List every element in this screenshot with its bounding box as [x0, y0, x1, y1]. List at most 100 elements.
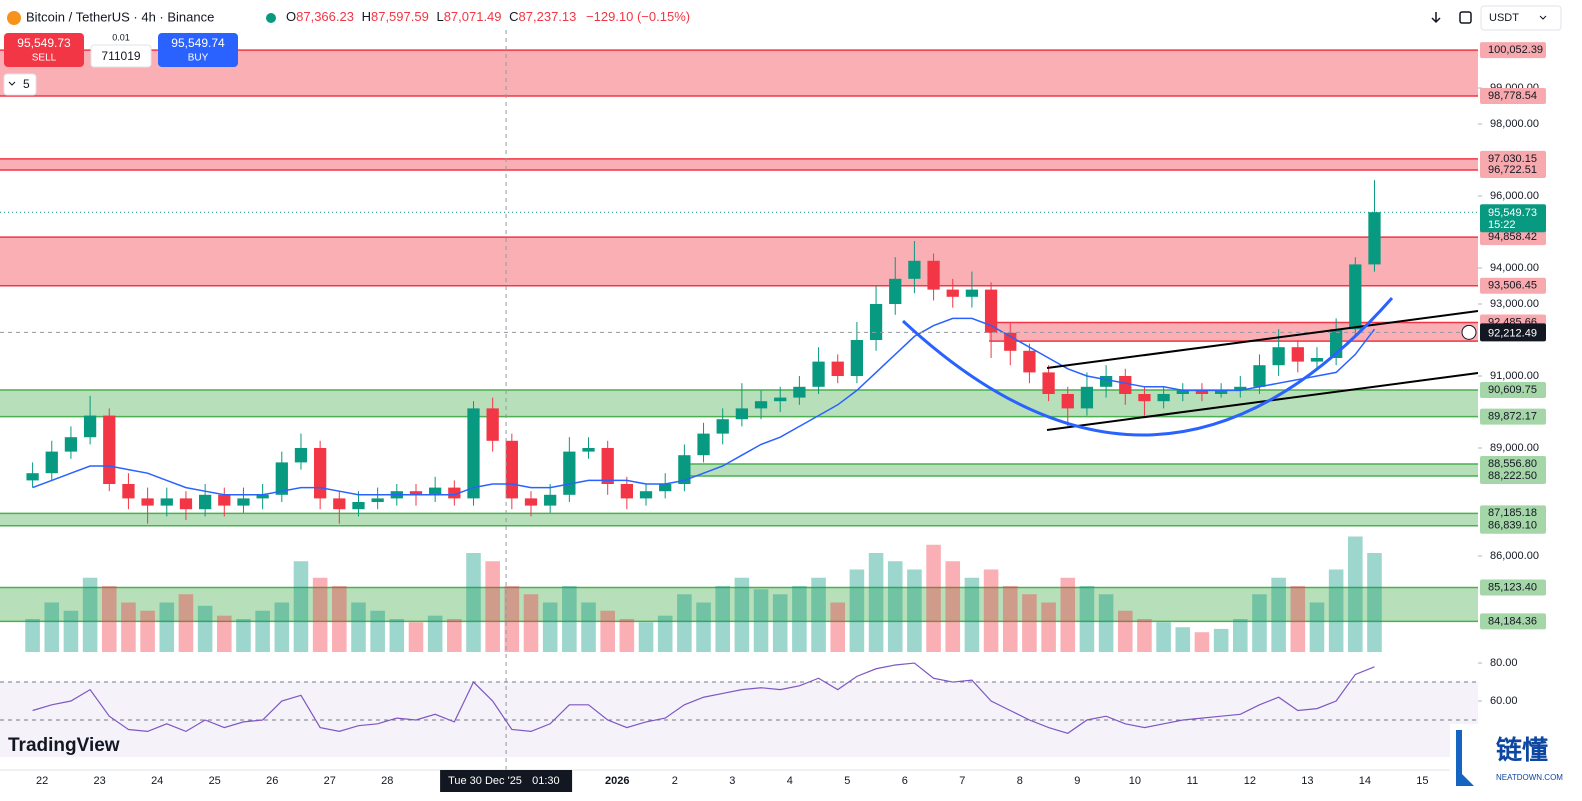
volume-bar: [466, 553, 481, 652]
market-status: [266, 13, 276, 23]
ohlc-value: 87,597.59: [371, 9, 429, 24]
candle-body: [1119, 375, 1132, 394]
volume-bar: [907, 569, 922, 652]
volume-bar: [217, 615, 232, 652]
volume-bar: [82, 577, 98, 652]
candle-body: [1138, 393, 1151, 402]
qty-input[interactable]: [90, 44, 152, 68]
zone-label-box: [1480, 42, 1546, 59]
volume-bar: [485, 561, 500, 652]
ohlc-value: 87,366.23: [296, 9, 354, 24]
ohlc-key: L: [436, 9, 443, 24]
volume-bar: [983, 569, 999, 652]
candle-body: [1253, 365, 1266, 387]
y-tick-label: 91,000.00: [1490, 370, 1539, 382]
zone: [0, 587, 1478, 622]
y-tick-label: 93,000.00: [1490, 298, 1539, 310]
zone: [989, 322, 1478, 342]
download-icon[interactable]: [1431, 12, 1441, 24]
candle-body: [927, 260, 940, 290]
candle-body: [275, 462, 288, 495]
x-tick-label: 4: [787, 775, 793, 787]
candle-body: [26, 473, 39, 481]
candle-body: [1272, 347, 1285, 366]
volume-bar: [1194, 632, 1210, 652]
rsi-line: [32, 662, 1375, 734]
x-tick-label: 15: [1416, 775, 1428, 787]
trend-line: [1046, 372, 1479, 431]
candle-body: [103, 415, 116, 484]
candle-body: [984, 289, 998, 333]
x-tick-label: 11: [1187, 775, 1198, 787]
volume-bar: [1309, 602, 1325, 652]
candle-body: [812, 361, 825, 387]
volume-bar: [504, 586, 520, 652]
candle-body: [524, 498, 538, 506]
currency: USDT: [1489, 12, 1519, 24]
volume-bar: [255, 610, 270, 652]
candle-body: [716, 419, 729, 434]
indicator-count: 5: [23, 77, 30, 91]
volume-bar: [1290, 586, 1306, 652]
zone-label-box: [1480, 467, 1546, 484]
candle-body: [774, 397, 787, 402]
volume-bar: [772, 594, 788, 652]
volume-bar: [677, 594, 692, 652]
fullscreen-icon[interactable]: [1459, 11, 1472, 24]
change: −129.10 (−0.15%): [586, 9, 690, 24]
symbol: Bitcoin / TetherUS · 4h · Binance: [26, 9, 214, 24]
volume-bar: [370, 610, 385, 652]
volume-bar: [830, 602, 846, 652]
buy-button[interactable]: [158, 33, 238, 67]
candle-body: [314, 447, 327, 499]
candle-body: [237, 498, 250, 506]
rsi-tick-label: 60.00: [1490, 695, 1518, 707]
y-tick-label: 96,000.00: [1490, 190, 1539, 202]
sell-button[interactable]: [4, 33, 84, 67]
x-tick-label: 13: [1301, 775, 1313, 787]
volume-pane: [25, 536, 1382, 652]
volume-bar: [581, 602, 596, 652]
candle-body: [179, 498, 193, 510]
ohlc-value: 87,071.49: [444, 9, 502, 24]
candle-body: [371, 498, 384, 502]
volume-bar: [1367, 553, 1382, 652]
candle-body: [697, 433, 710, 456]
volume-bar: [1079, 586, 1095, 652]
volume-bar: [293, 561, 309, 652]
y-tick-label: 89,000.00: [1490, 442, 1539, 454]
zone-label-box: [1480, 455, 1546, 472]
zone-label: 89,872.17: [1488, 411, 1537, 423]
header: Bitcoin / TetherUS · 4h · Binance O87,36…: [3, 5, 1582, 794]
indicator-toggle[interactable]: [3, 73, 37, 96]
zone-label-box: [1480, 408, 1546, 425]
volume-bar: [696, 602, 711, 652]
volume-bar: [887, 561, 903, 652]
candle-body: [1157, 393, 1170, 402]
candle-body: [1004, 332, 1017, 351]
zone-label: 90,609.75: [1488, 384, 1537, 396]
trend-line: [1046, 310, 1479, 369]
zone-label: 85,123.40: [1488, 581, 1537, 593]
volume-bar: [312, 577, 328, 652]
candle-body: [1176, 390, 1189, 394]
volume-bar: [197, 605, 213, 652]
volume-bar: [408, 622, 424, 652]
x-tick-label: 6: [902, 775, 908, 787]
zone-label: 93,506.45: [1488, 280, 1537, 292]
candle-body: [409, 491, 423, 495]
x-tick-label: 24: [151, 775, 163, 787]
volume-bar: [945, 561, 961, 652]
volume-bar: [178, 594, 194, 652]
buy-price: 95,549.74: [171, 36, 225, 50]
zone-label: 100,052.39: [1488, 44, 1543, 56]
candle-body: [448, 487, 461, 499]
crosshair-time: 01:30: [532, 775, 560, 787]
buy-label: BUY: [188, 53, 209, 64]
volume-bar: [389, 619, 405, 652]
zone-label: 87,185.18: [1488, 507, 1537, 519]
crosshair-price-box: [1480, 323, 1546, 342]
currency-select[interactable]: [1480, 5, 1562, 31]
zone-label: 84,184.36: [1488, 615, 1537, 627]
